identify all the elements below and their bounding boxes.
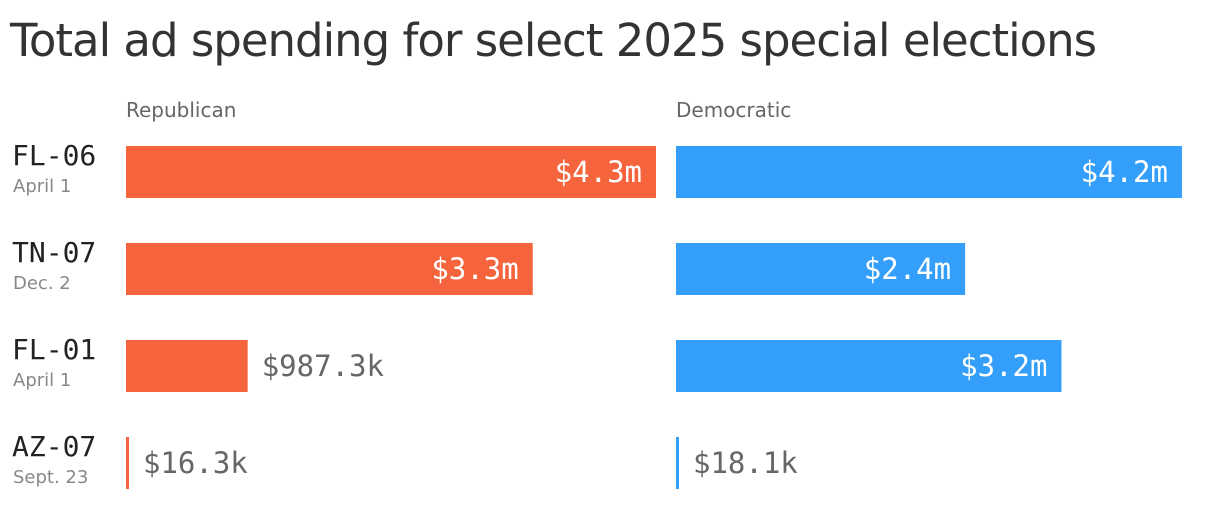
row-date-az-07: Sept. 23	[13, 467, 88, 488]
value-label-democratic-tn-07: $2.4m	[864, 252, 951, 286]
series-header-democratic: Democratic	[676, 98, 791, 122]
chart-title: Total ad spending for select 2025 specia…	[10, 14, 1097, 67]
value-label-democratic-az-07: $18.1k	[693, 446, 798, 480]
row-date-fl-01: April 1	[13, 370, 71, 391]
bar-democratic-fl-06	[676, 146, 1182, 198]
row-date-tn-07: Dec. 2	[13, 273, 71, 294]
value-label-republican-az-07: $16.3k	[143, 446, 248, 480]
bar-democratic-tn-07	[676, 243, 966, 295]
bar-republican-fl-06	[126, 146, 656, 198]
row-date-fl-06: April 1	[13, 176, 71, 197]
bar-democratic-fl-01	[676, 340, 1062, 392]
series-header-republican: Republican	[126, 98, 236, 122]
value-label-democratic-fl-06: $4.2m	[1081, 155, 1168, 189]
bar-republican-az-07	[126, 437, 129, 489]
bar-democratic-az-07	[676, 437, 679, 489]
value-label-republican-fl-06: $4.3m	[555, 155, 642, 189]
value-label-republican-fl-01: $987.3k	[262, 349, 385, 383]
value-label-democratic-fl-01: $3.2m	[960, 349, 1047, 383]
row-label-fl-01: FL-01	[12, 333, 96, 366]
row-label-az-07: AZ-07	[12, 430, 96, 463]
bar-republican-tn-07	[126, 243, 533, 295]
value-label-republican-tn-07: $3.3m	[431, 252, 518, 286]
row-label-tn-07: TN-07	[12, 236, 96, 269]
bar-republican-fl-01	[126, 340, 248, 392]
row-label-fl-06: FL-06	[12, 139, 96, 172]
